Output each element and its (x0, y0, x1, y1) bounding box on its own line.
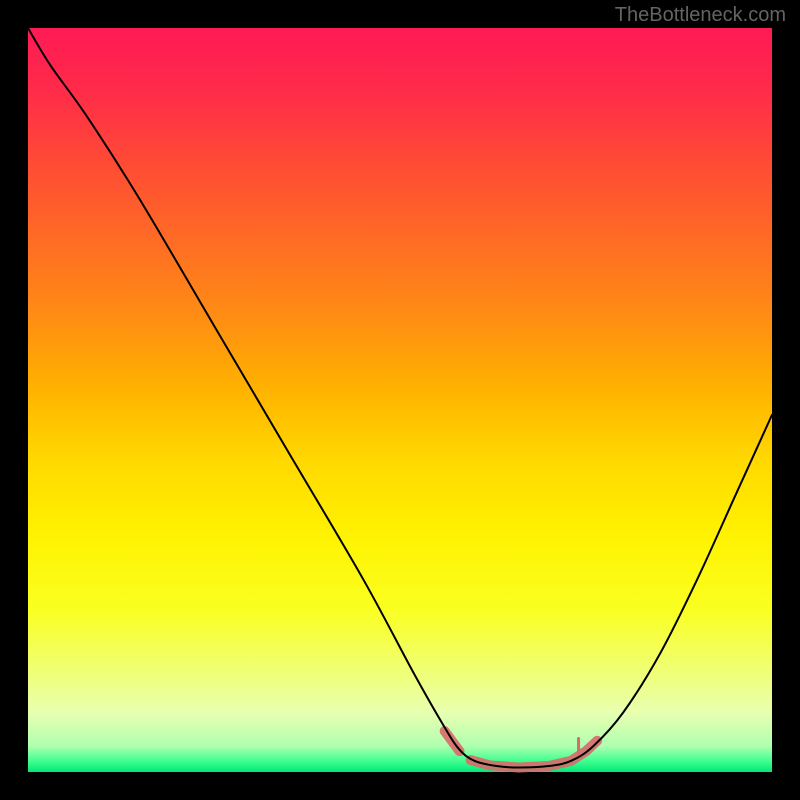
chart-container: TheBottleneck.com (0, 0, 800, 800)
watermark-text: TheBottleneck.com (615, 4, 786, 27)
gradient-background (28, 28, 772, 772)
bottleneck-chart (0, 0, 800, 800)
